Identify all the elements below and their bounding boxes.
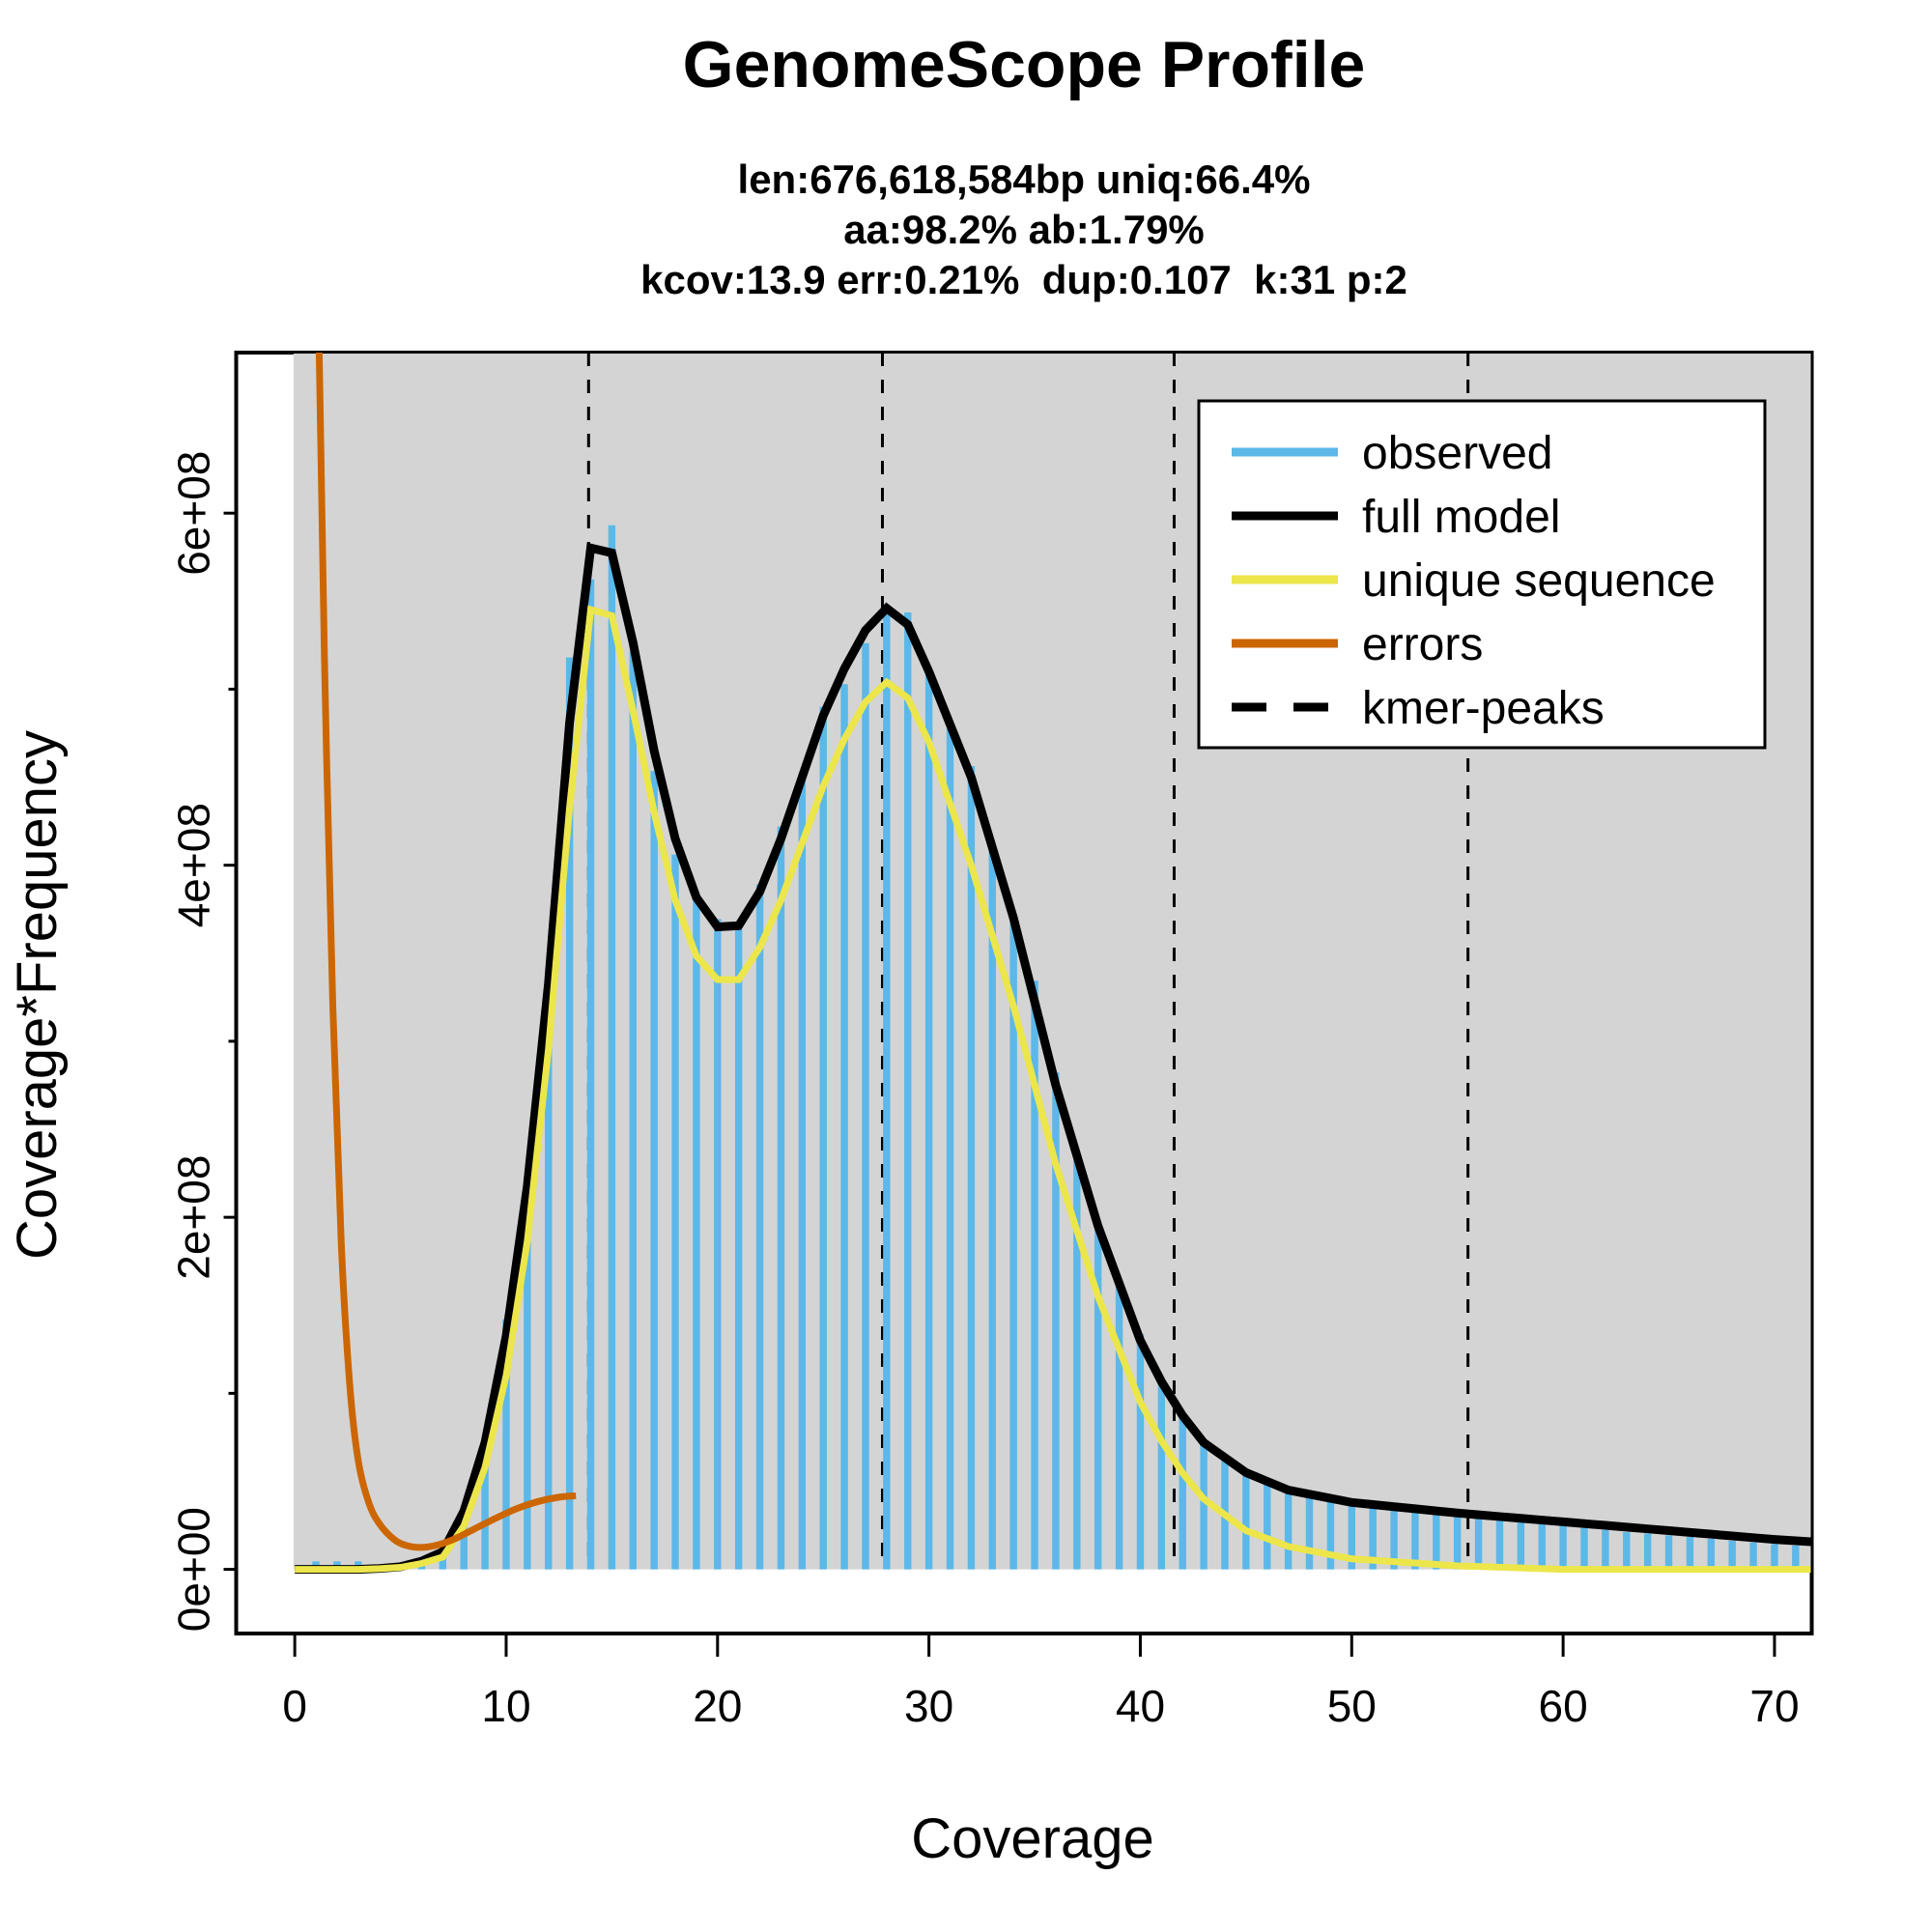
- svg-text:kmer-peaks: kmer-peaks: [1362, 683, 1605, 734]
- svg-text:10: 10: [481, 1681, 530, 1731]
- svg-text:0e+00: 0e+00: [169, 1507, 219, 1632]
- svg-text:full model: full model: [1362, 492, 1560, 543]
- svg-text:kcov:13.9 err:0.21% dup:0.107: kcov:13.9 err:0.21% dup:0.107 k:31 p:2: [640, 257, 1407, 302]
- svg-text:2e+08: 2e+08: [169, 1155, 219, 1280]
- svg-text:observed: observed: [1362, 428, 1552, 479]
- svg-text:Coverage*Frequency: Coverage*Frequency: [6, 730, 69, 1260]
- svg-text:len:676,618,584bp uniq:66.4%: len:676,618,584bp uniq:66.4%: [738, 156, 1311, 202]
- svg-text:4e+08: 4e+08: [169, 803, 219, 927]
- svg-text:GenomeScope Profile: GenomeScope Profile: [683, 28, 1366, 101]
- svg-text:unique sequence: unique sequence: [1362, 555, 1716, 607]
- svg-text:errors: errors: [1362, 619, 1483, 670]
- svg-text:aa:98.2% ab:1.79%: aa:98.2% ab:1.79%: [843, 207, 1205, 252]
- svg-text:6e+08: 6e+08: [169, 451, 219, 576]
- svg-text:0: 0: [282, 1681, 307, 1731]
- svg-text:60: 60: [1539, 1681, 1588, 1731]
- svg-text:Coverage: Coverage: [911, 1807, 1153, 1870]
- svg-text:70: 70: [1749, 1681, 1799, 1731]
- svg-text:20: 20: [693, 1681, 742, 1731]
- svg-text:40: 40: [1116, 1681, 1165, 1731]
- svg-text:50: 50: [1327, 1681, 1377, 1731]
- svg-text:30: 30: [904, 1681, 953, 1731]
